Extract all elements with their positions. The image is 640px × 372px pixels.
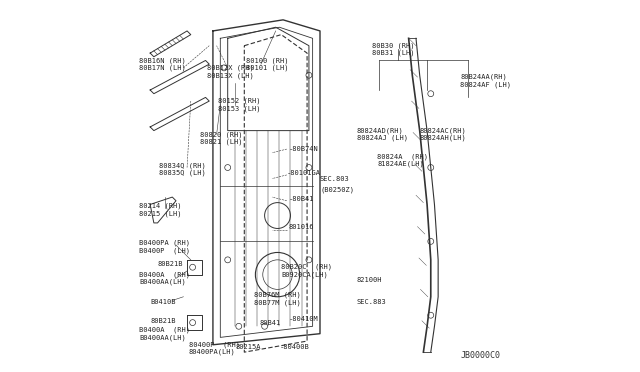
Text: 80215A: 80215A [235,344,260,350]
Text: 80B12X (RH)
80B13X (LH): 80B12X (RH) 80B13X (LH) [207,64,254,78]
Text: 82100H: 82100H [357,277,383,283]
Text: -80B74N: -80B74N [289,146,318,152]
Text: 801016: 801016 [289,224,314,230]
Text: -80B41: -80B41 [289,196,314,202]
Text: 80B21B: 80B21B [157,260,183,266]
Text: 80214 (RH)
80215 (LH): 80214 (RH) 80215 (LH) [139,203,182,217]
Text: B0400A  (RH)
B0400AA(LH): B0400A (RH) B0400AA(LH) [139,327,190,341]
Text: SEC.883: SEC.883 [357,299,387,305]
Text: B0410B: B0410B [150,299,175,305]
Text: 80834Q (RH)
80835Q (LH): 80834Q (RH) 80835Q (LH) [159,163,206,176]
Text: 80824AC(RH)
80824AH(LH): 80824AC(RH) 80824AH(LH) [420,127,467,141]
Text: B0400PA (RH)
B0400P  (LH): B0400PA (RH) B0400P (LH) [139,240,190,254]
Text: (B0250Z): (B0250Z) [320,186,354,193]
Text: 80152 (RH)
80153 (LH): 80152 (RH) 80153 (LH) [218,98,261,112]
Text: -80400B: -80400B [280,344,309,350]
Text: JB0000C0: JB0000C0 [460,351,500,360]
Text: 80B20C  (RH)
B0920CA(LH): 80B20C (RH) B0920CA(LH) [281,264,332,278]
Text: 80824AD(RH)
80824AJ (LH): 80824AD(RH) 80824AJ (LH) [357,127,408,141]
Text: -80410M: -80410M [289,316,318,322]
Text: 80400P  (RH)
80400PA(LH): 80400P (RH) 80400PA(LH) [189,341,240,356]
Text: 80B30 (RH)
80B31 (LH): 80B30 (RH) 80B31 (LH) [372,42,414,57]
Text: 80824A  (RH)
81824AE(LH): 80824A (RH) 81824AE(LH) [377,153,428,167]
Text: 80B16N (RH)
80B17N (LH): 80B16N (RH) 80B17N (LH) [139,57,186,71]
Text: B0400A  (RH)
B0400AA(LH): B0400A (RH) B0400AA(LH) [139,271,190,285]
Text: 80100 (RH)
80101 (LH): 80100 (RH) 80101 (LH) [246,57,289,71]
Text: -80101GA: -80101GA [287,170,321,176]
Text: 80B21B: 80B21B [150,318,175,324]
Text: 80B76M (RH)
80B77M (LH): 80B76M (RH) 80B77M (LH) [253,292,300,306]
Text: 80B41: 80B41 [259,320,280,326]
Text: 80820 (RH)
80821 (LH): 80820 (RH) 80821 (LH) [200,131,243,145]
Text: 80B24AA(RH)
80824AF (LH): 80B24AA(RH) 80824AF (LH) [460,74,511,88]
Text: SEC.803: SEC.803 [320,176,349,182]
